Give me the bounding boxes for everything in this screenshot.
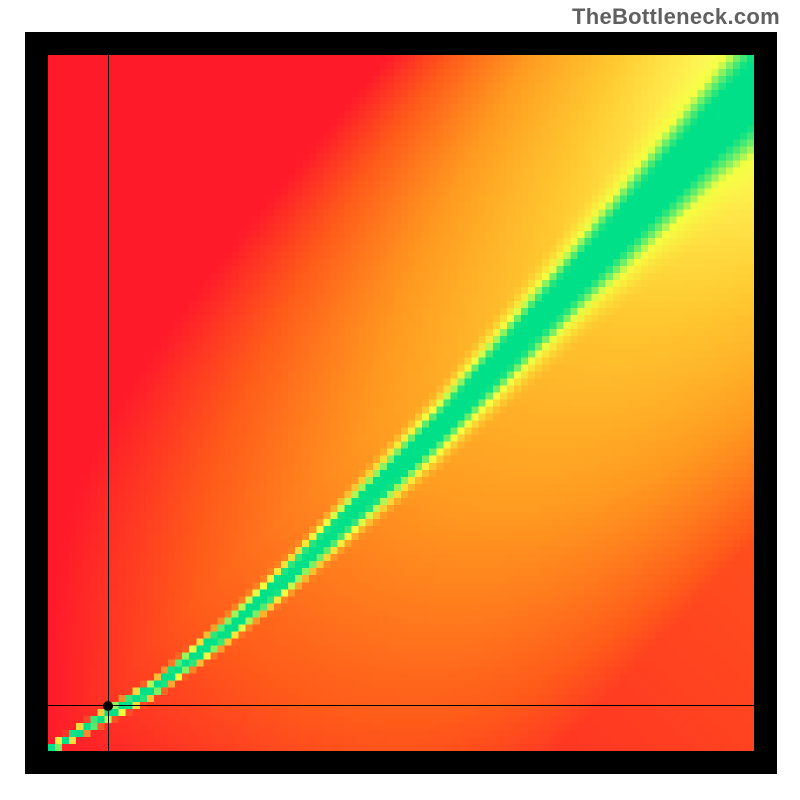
crosshair-vertical-line — [108, 55, 109, 751]
crosshair-horizontal-line — [48, 705, 754, 706]
crosshair-dot — [103, 701, 113, 711]
heatmap-plot — [48, 55, 754, 751]
heatmap-canvas — [48, 55, 754, 751]
chart-container: TheBottleneck.com — [0, 0, 800, 800]
watermark-text: TheBottleneck.com — [572, 4, 780, 30]
